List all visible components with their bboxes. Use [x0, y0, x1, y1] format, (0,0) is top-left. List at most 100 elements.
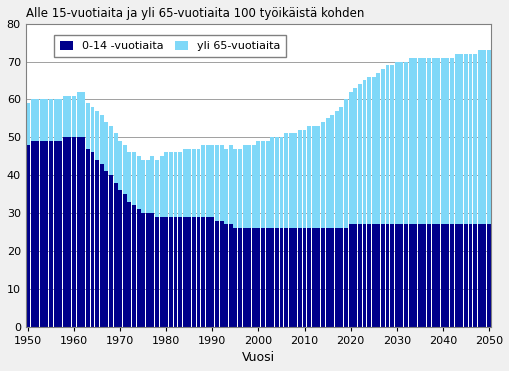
Bar	[394, 62, 398, 224]
Bar	[136, 156, 140, 209]
Bar	[435, 224, 439, 327]
Bar	[104, 171, 108, 327]
Bar	[44, 99, 48, 141]
Bar	[421, 224, 426, 327]
Bar	[320, 122, 324, 228]
Bar	[72, 96, 76, 137]
Bar	[44, 141, 48, 327]
Bar	[376, 73, 380, 224]
Bar	[67, 96, 71, 137]
Bar	[426, 224, 430, 327]
Bar	[417, 224, 421, 327]
Bar	[63, 96, 67, 137]
Bar	[279, 228, 283, 327]
Bar	[229, 145, 232, 224]
Bar	[463, 54, 467, 224]
Bar	[261, 141, 265, 228]
Bar	[132, 152, 136, 206]
Bar	[463, 224, 467, 327]
Bar	[435, 58, 439, 224]
Bar	[408, 58, 412, 224]
Bar	[408, 224, 412, 327]
Bar	[81, 92, 85, 137]
Bar	[187, 149, 191, 217]
Bar	[306, 228, 310, 327]
Bar	[127, 152, 131, 202]
Bar	[219, 145, 223, 221]
Bar	[421, 58, 426, 224]
Bar	[247, 145, 251, 228]
Bar	[127, 202, 131, 327]
Bar	[486, 50, 490, 224]
Bar	[205, 145, 209, 217]
Bar	[426, 58, 430, 224]
Bar	[302, 130, 306, 228]
Bar	[297, 130, 301, 228]
Bar	[91, 152, 94, 327]
Bar	[325, 118, 329, 228]
Bar	[376, 224, 380, 327]
Bar	[412, 224, 416, 327]
Bar	[284, 228, 288, 327]
Bar	[417, 58, 421, 224]
Bar	[477, 50, 480, 224]
Bar	[339, 228, 343, 327]
Bar	[265, 228, 269, 327]
Bar	[146, 213, 150, 327]
Bar	[334, 228, 338, 327]
Bar	[306, 126, 310, 228]
Bar	[449, 58, 453, 224]
Bar	[210, 217, 214, 327]
Bar	[468, 224, 471, 327]
Bar	[53, 141, 58, 327]
Bar	[468, 54, 471, 224]
Bar	[86, 149, 90, 327]
Bar	[472, 54, 476, 224]
Bar	[191, 149, 195, 217]
Bar	[449, 224, 453, 327]
Bar	[109, 175, 112, 327]
Bar	[261, 228, 265, 327]
Bar	[141, 160, 145, 213]
Bar	[399, 62, 403, 224]
Bar	[109, 126, 112, 175]
Bar	[164, 152, 168, 217]
Bar	[348, 224, 352, 327]
Bar	[35, 141, 39, 327]
Bar	[366, 77, 371, 224]
Bar	[279, 137, 283, 228]
Bar	[238, 228, 241, 327]
Bar	[168, 152, 173, 217]
Bar	[440, 224, 444, 327]
Bar	[132, 206, 136, 327]
Bar	[67, 137, 71, 327]
Bar	[256, 141, 260, 228]
Legend: 0-14 -vuotiaita, yli 65-vuotiaita: 0-14 -vuotiaita, yli 65-vuotiaita	[54, 35, 286, 57]
Bar	[58, 99, 62, 141]
Bar	[201, 145, 205, 217]
Bar	[357, 84, 361, 224]
Bar	[454, 54, 458, 224]
Bar	[49, 141, 53, 327]
Bar	[141, 213, 145, 327]
Bar	[187, 217, 191, 327]
Bar	[403, 224, 407, 327]
Bar	[76, 137, 80, 327]
Bar	[100, 115, 103, 164]
Bar	[26, 103, 30, 145]
Bar	[371, 224, 375, 327]
Bar	[394, 224, 398, 327]
Bar	[100, 164, 103, 327]
Bar	[334, 111, 338, 228]
Bar	[486, 224, 490, 327]
Bar	[444, 224, 448, 327]
Bar	[274, 228, 278, 327]
Bar	[95, 111, 99, 160]
Bar	[385, 65, 389, 224]
Bar	[380, 69, 384, 224]
Bar	[270, 137, 274, 228]
Bar	[311, 228, 315, 327]
Bar	[215, 145, 218, 221]
Bar	[316, 228, 320, 327]
Bar	[164, 217, 168, 327]
